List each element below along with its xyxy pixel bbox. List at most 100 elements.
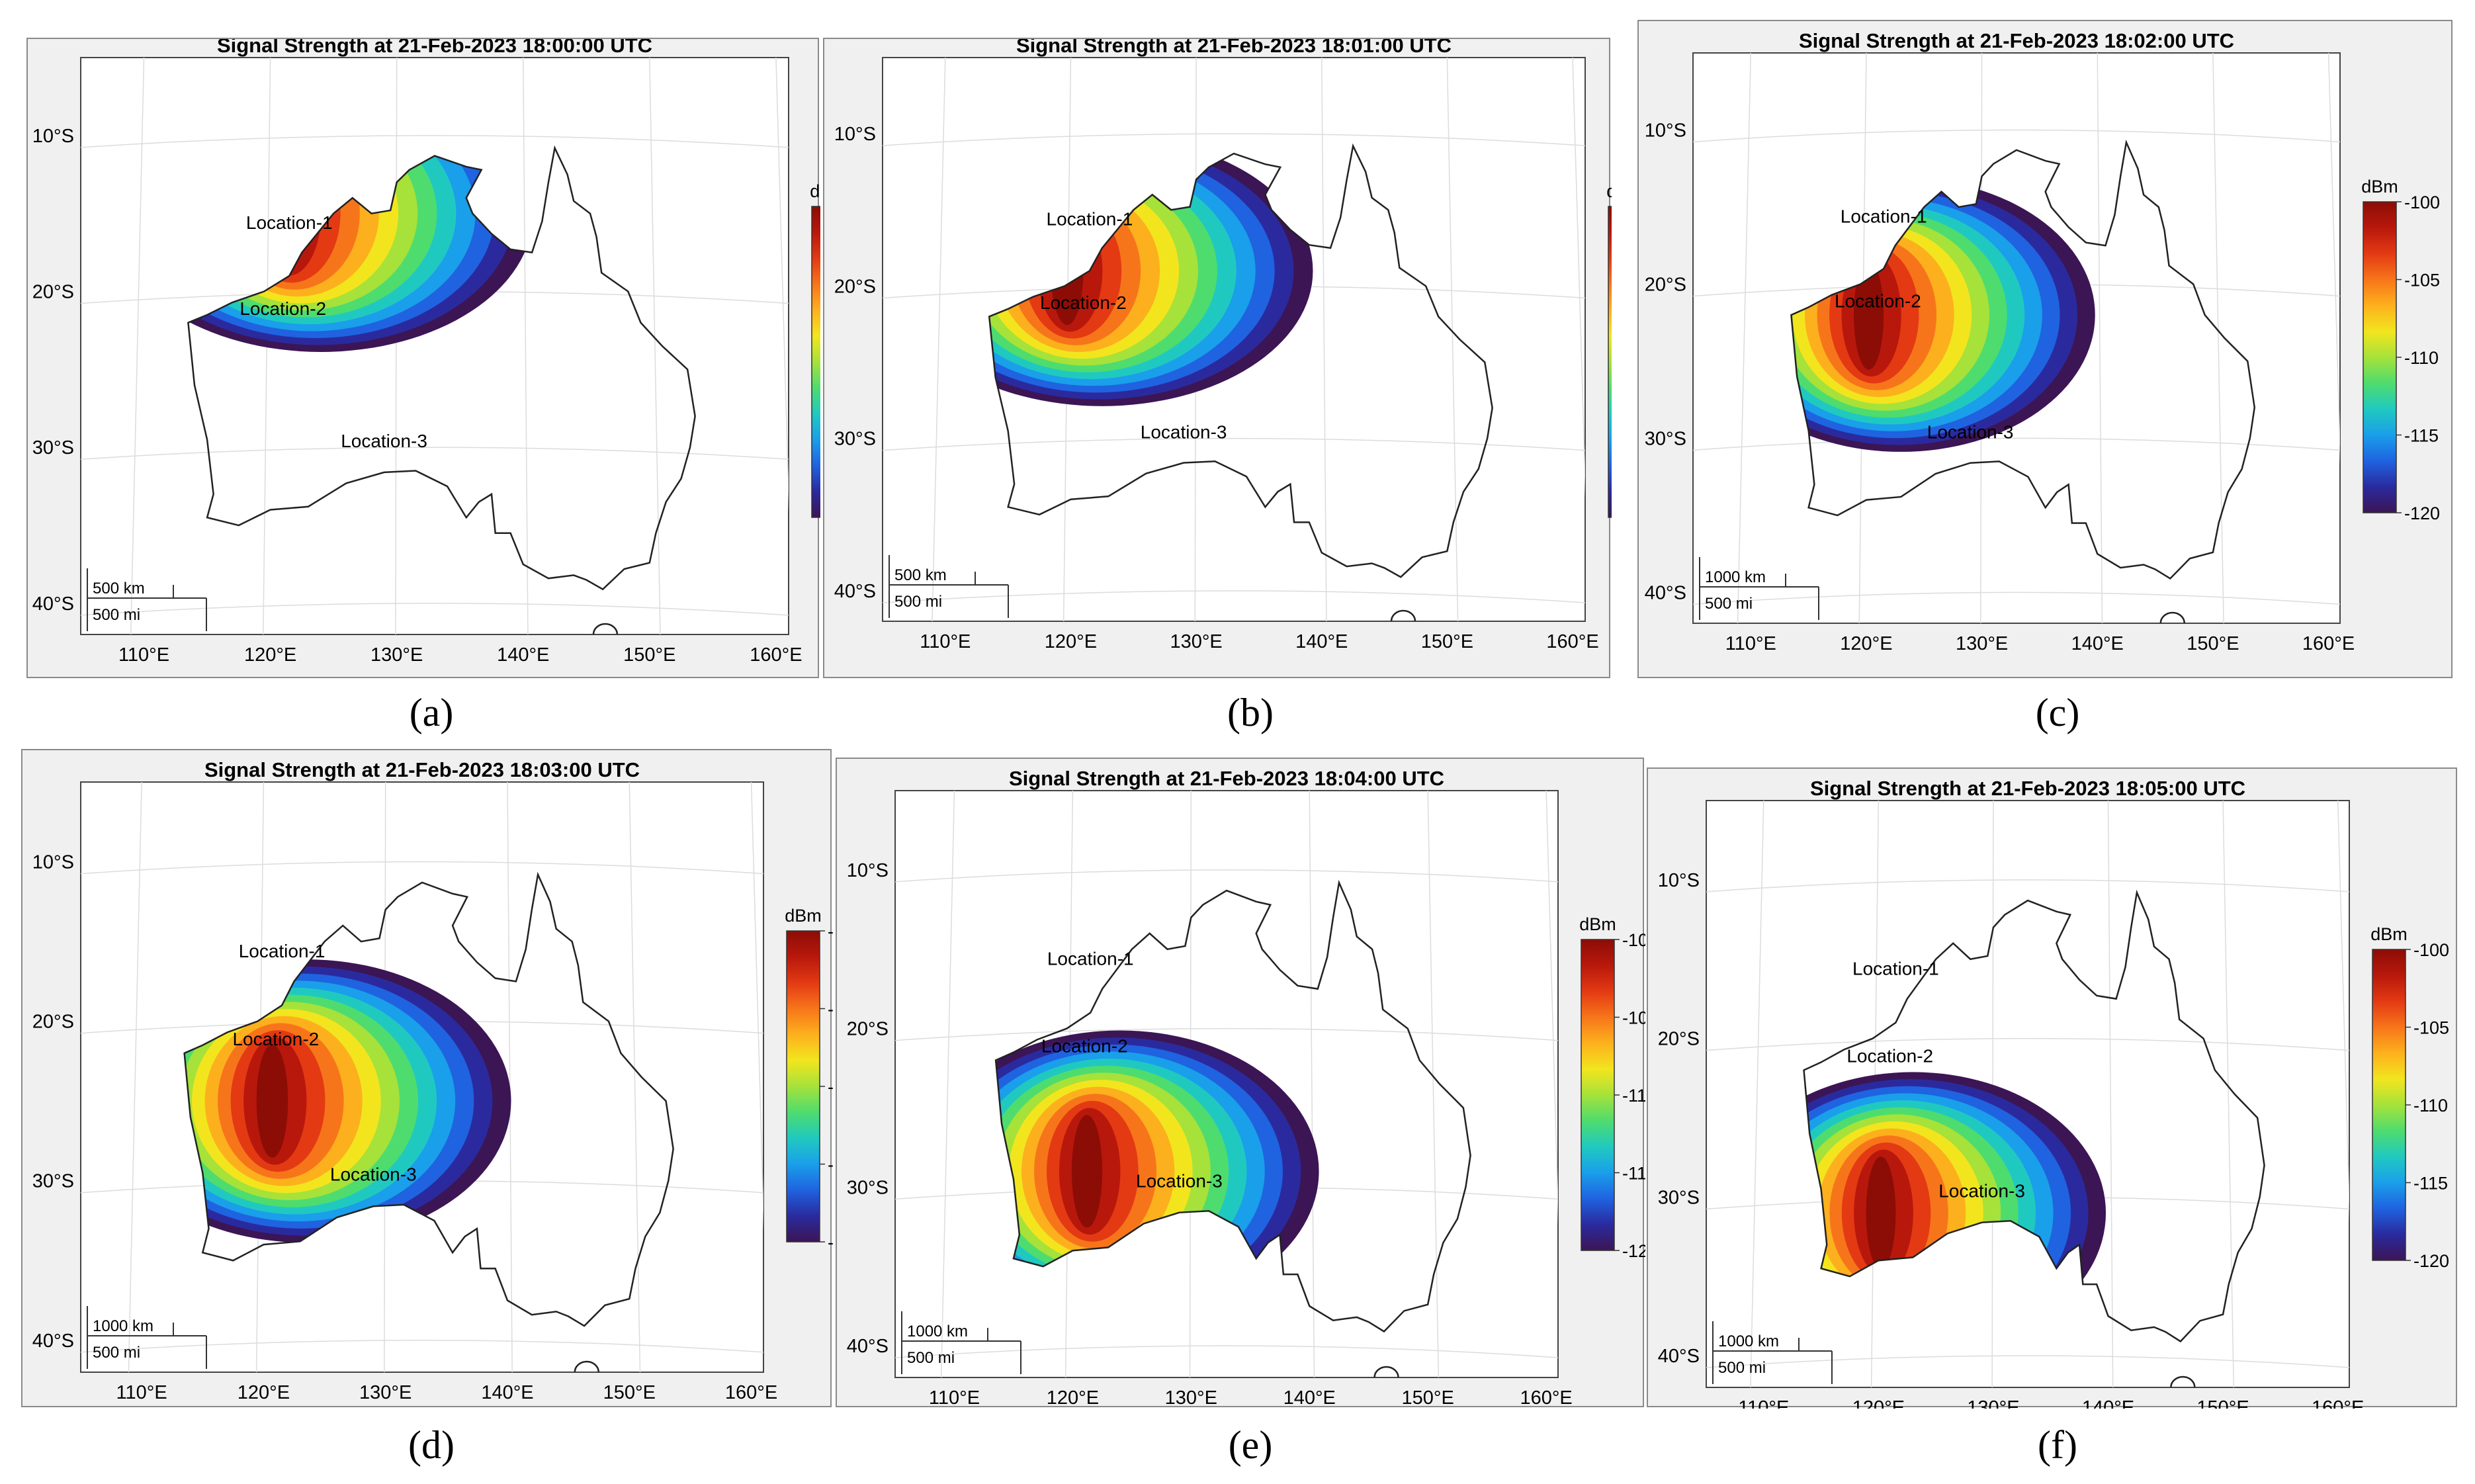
lon-tick-label: 160°E: [1520, 1387, 1572, 1409]
colorbar-tick-label: -100: [1622, 930, 1645, 950]
lon-tick-label: 150°E: [603, 1382, 656, 1403]
lon-tick-label: 120°E: [1852, 1397, 1905, 1409]
meridian-line: [1737, 53, 1752, 623]
location-label: Location-3: [1141, 422, 1227, 443]
lat-tick-label: 30°S: [1645, 428, 1686, 449]
lon-tick-label: 160°E: [2302, 633, 2355, 654]
colorbar-unit: dBm: [785, 906, 822, 926]
lon-tick-label: 110°E: [116, 1382, 167, 1403]
colorbar-tick-label: -115: [2413, 1174, 2448, 1194]
colorbar-unit: dBm: [1579, 914, 1616, 934]
location-label: Location-1: [239, 941, 326, 961]
scale-label-km: 1000 km: [907, 1323, 968, 1340]
lat-tick-label: 40°S: [32, 593, 74, 615]
lon-tick-label: 140°E: [2071, 633, 2124, 654]
scale-label-mi: 500 mi: [93, 1344, 140, 1362]
australia-coastline: [988, 143, 1493, 578]
meridian-line: [523, 58, 529, 634]
tasmania-outline: [2159, 611, 2186, 623]
scale-label-km: 500 km: [93, 580, 145, 597]
map-panel-b: Signal Strength at 21-Feb-2023 18:01:00 …: [823, 38, 1612, 678]
meridian-line: [1309, 791, 1315, 1377]
panel-label-b: (b): [1227, 691, 1274, 734]
colorbar: [2363, 201, 2397, 513]
colorbar-tick-label: -110: [1622, 1086, 1645, 1106]
lat-tick-label: 10°S: [1645, 120, 1686, 141]
signal-band: [1866, 1157, 1896, 1270]
lon-tick-label: 150°E: [2196, 1397, 2249, 1409]
colorbar-unit: dBm: [1606, 181, 1612, 201]
colorbar-tick-label: -105: [1622, 1008, 1645, 1028]
lon-tick-label: 120°E: [1045, 631, 1097, 652]
meridian-line: [1446, 58, 1459, 621]
map-title: Signal Strength at 21-Feb-2023 18:03:00 …: [204, 758, 640, 781]
lat-tick-label: 40°S: [1645, 582, 1686, 603]
parallel-line: [895, 1345, 1558, 1358]
lon-tick-label: 160°E: [725, 1382, 777, 1403]
scale-label-km: 500 km: [894, 566, 947, 584]
panel-label-a: (a): [409, 691, 454, 734]
tasmania-outline: [592, 623, 619, 634]
lat-tick-label: 20°S: [834, 276, 876, 297]
map-title: Signal Strength at 21-Feb-2023 18:04:00 …: [1009, 767, 1444, 790]
lon-tick-label: 150°E: [623, 644, 675, 666]
colorbar-tick-label: -120: [2413, 1251, 2449, 1271]
parallel-line: [1706, 1037, 2349, 1051]
meridian-line: [2337, 801, 2349, 1223]
signal-band: [256, 1044, 288, 1158]
lat-tick-label: 20°S: [847, 1019, 889, 1040]
meridian-line: [1572, 58, 1585, 499]
lat-tick-label: 40°S: [847, 1336, 889, 1357]
lat-tick-label: 40°S: [834, 581, 876, 602]
meridian-line: [2327, 53, 2340, 466]
map-svg-e: Signal Strength at 21-Feb-2023 18:04:00 …: [847, 767, 1645, 1409]
meridian-line: [2222, 801, 2235, 1387]
lon-tick-label: 150°E: [2187, 633, 2239, 654]
scale-label-mi: 500 mi: [1705, 595, 1753, 613]
meridian-line: [128, 782, 142, 1372]
location-label: Location-3: [330, 1164, 417, 1185]
meridian-line: [1321, 58, 1327, 621]
colorbar-tick-label: -110: [2413, 1096, 2448, 1115]
colorbar: [786, 930, 820, 1243]
lon-tick-label: 110°E: [1725, 633, 1776, 654]
panel-label-f: (f): [2038, 1423, 2077, 1467]
parallel-line: [895, 1027, 1558, 1041]
location-label: Location-1: [1047, 949, 1134, 969]
colorbar-tick-label: -120: [828, 1233, 833, 1252]
colorbar-tick-label: -115: [2404, 426, 2439, 446]
meridian-line: [940, 791, 955, 1377]
lat-tick-label: 10°S: [834, 124, 876, 145]
scale-label-mi: 500 mi: [1718, 1359, 1766, 1377]
map-title: Signal Strength at 21-Feb-2023 18:02:00 …: [1799, 29, 2234, 52]
map-panel-d: Signal Strength at 21-Feb-2023 18:03:00 …: [21, 749, 833, 1407]
australia-coastline: [994, 879, 1471, 1333]
colorbar-unit: dBm: [810, 181, 820, 201]
map-panel-f: Signal Strength at 21-Feb-2023 18:05:00 …: [1647, 767, 2457, 1409]
map-svg-b: Signal Strength at 21-Feb-2023 18:01:00 …: [834, 39, 1612, 652]
parallel-line: [81, 447, 789, 460]
map-panel-a: Signal Strength at 21-Feb-2023 18:00:00 …: [26, 38, 820, 678]
lon-tick-label: 150°E: [1402, 1387, 1454, 1409]
map-frame: [1706, 800, 2350, 1388]
map-title: Signal Strength at 21-Feb-2023 18:05:00 …: [1810, 777, 2245, 800]
lat-tick-label: 20°S: [32, 1012, 74, 1033]
meridian-line: [2097, 53, 2103, 623]
parallel-line: [81, 861, 763, 875]
scale-label-mi: 500 mi: [894, 593, 942, 611]
meridian-line: [750, 782, 763, 1231]
tasmania-outline: [574, 1360, 600, 1372]
meridian-line: [629, 782, 641, 1372]
lat-tick-label: 30°S: [1658, 1187, 1700, 1208]
lon-tick-label: 130°E: [1956, 633, 2008, 654]
lat-tick-label: 30°S: [32, 1171, 74, 1192]
location-label: Location-2: [1835, 290, 1921, 311]
scale-label-mi: 500 mi: [93, 606, 140, 624]
scale-label-km: 1000 km: [1718, 1332, 1779, 1350]
parallel-line: [1693, 591, 2340, 605]
colorbar: [1608, 206, 1612, 518]
colorbar-unit: dBm: [2361, 177, 2398, 196]
meridian-line: [649, 58, 661, 634]
meridian-line: [2212, 53, 2224, 623]
colorbar-tick-label: -110: [828, 1077, 833, 1097]
